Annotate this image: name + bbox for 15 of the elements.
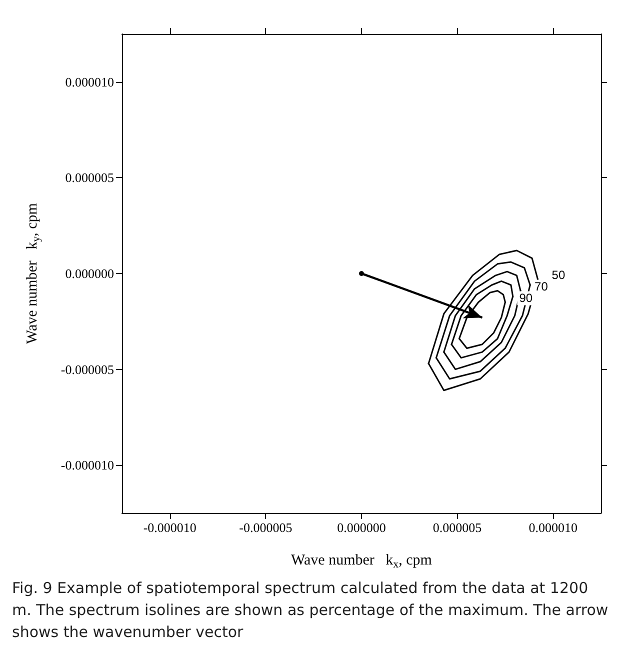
x-tick-label: 0.000005 <box>432 520 482 535</box>
y-tick-label: 0.000010 <box>65 74 114 90</box>
y-tick-label: -0.000005 <box>60 362 114 377</box>
series-label: 70 <box>534 280 548 294</box>
y-axis-title: Wave number ky, cpm <box>24 202 42 344</box>
x-tick-label: -0.000005 <box>239 520 292 535</box>
y-tick-label: 0.000005 <box>65 170 114 186</box>
caption: Fig. 9 Example of spatiotemporal spectrum calculated from the data at 1200 m. The spectrum isolines are shown as percentage of the maximum. The arrow shows the wavenumber vector <box>12 578 610 642</box>
y-tick-label: 0.000000 <box>65 266 114 281</box>
y-tick-label: -0.000010 <box>60 458 114 473</box>
series-label: 90 <box>519 291 533 306</box>
x-tick-label: 0.000000 <box>337 520 386 535</box>
series-label: 50 <box>552 268 566 282</box>
x-tick-label: 0.000010 <box>528 520 578 535</box>
x-tick-label: -0.000010 <box>143 520 196 535</box>
